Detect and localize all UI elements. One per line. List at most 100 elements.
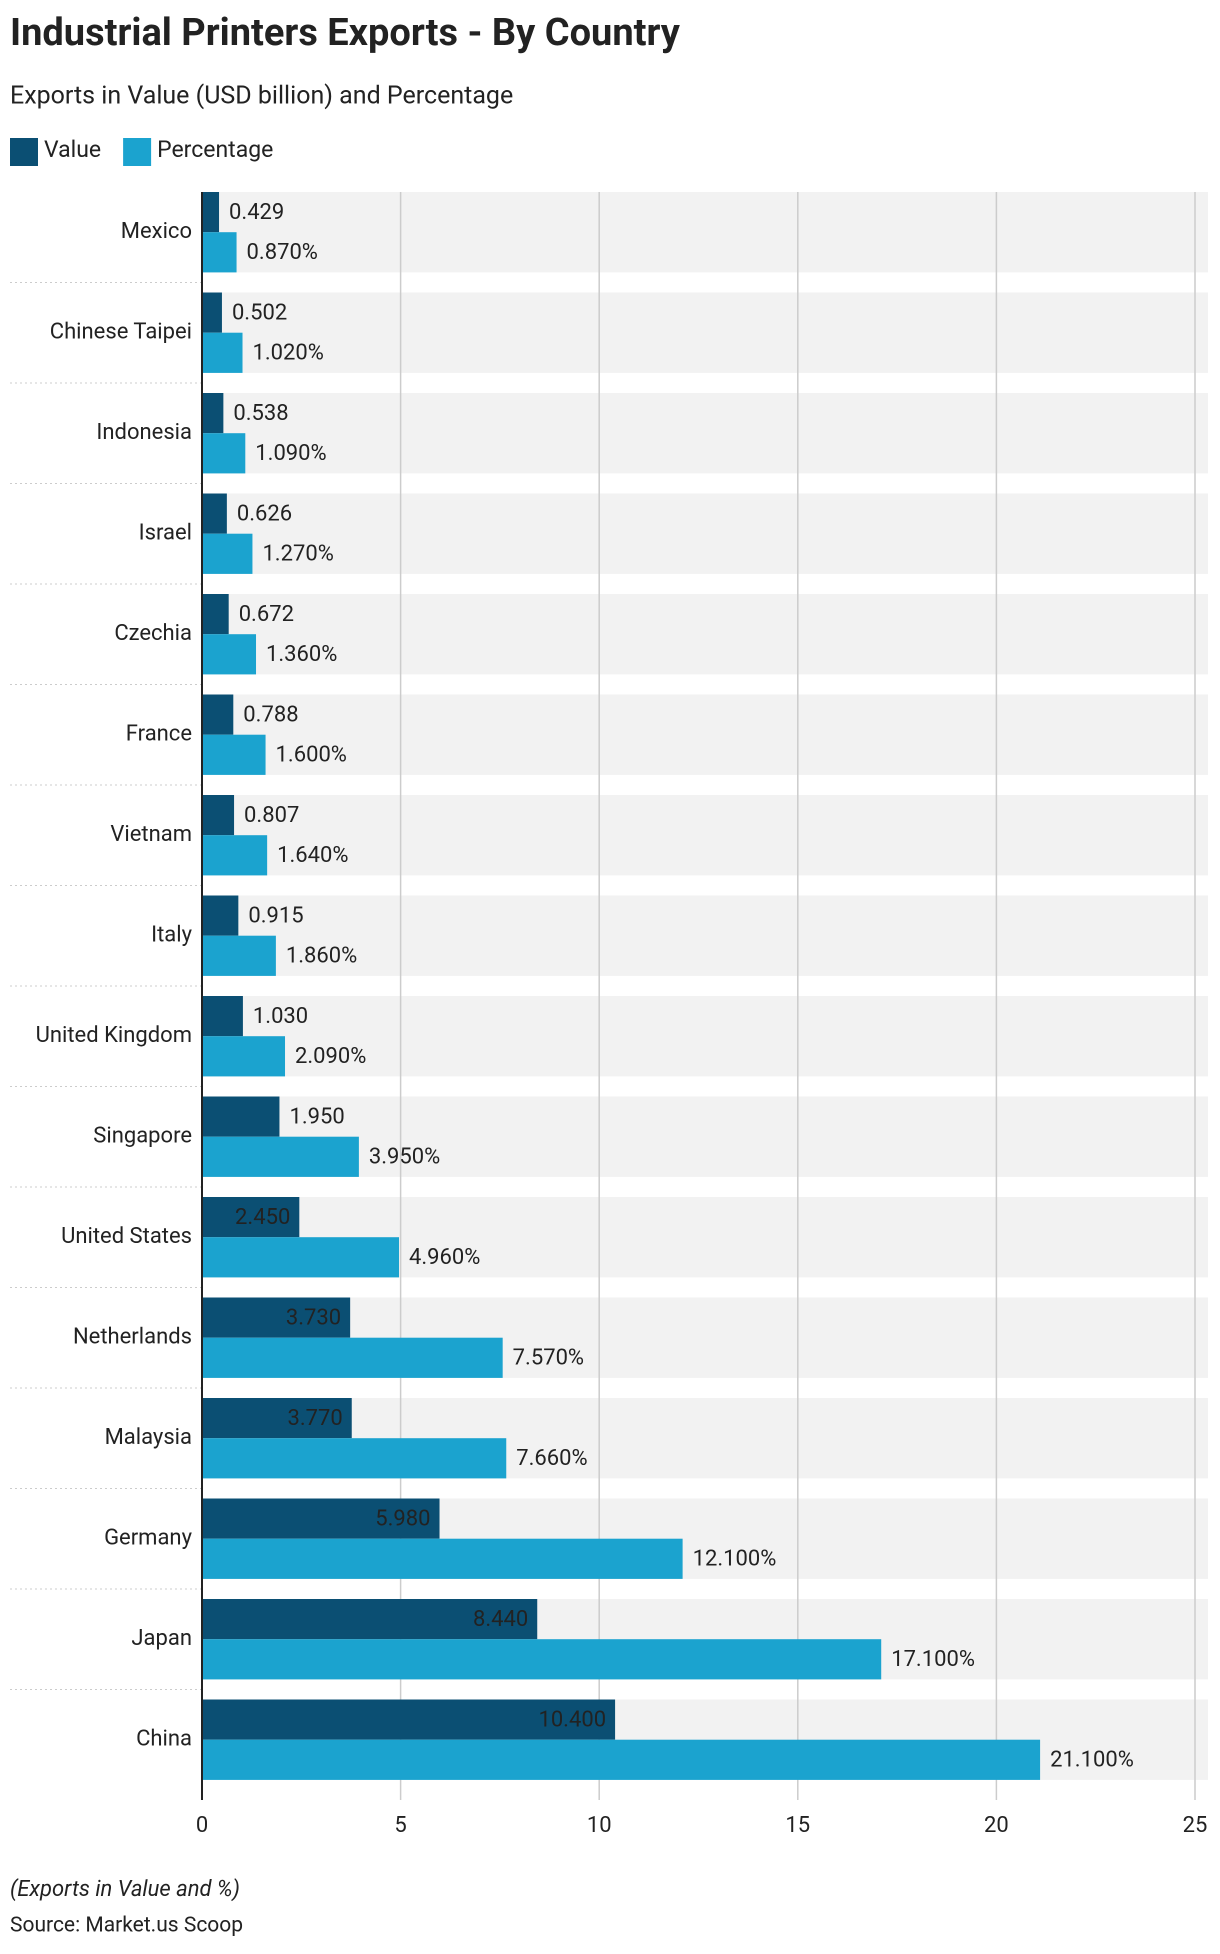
row-band	[202, 594, 1208, 675]
row-band	[202, 393, 1208, 474]
chart-source: Source: Market.us Scoop	[10, 1914, 243, 1938]
y-tick-label: United States	[61, 1224, 192, 1249]
bar	[202, 533, 253, 574]
bar	[202, 1599, 538, 1640]
bar	[202, 1498, 440, 1539]
bar	[202, 1297, 351, 1338]
data-label: 0.502	[232, 300, 287, 325]
bar	[202, 1136, 359, 1177]
bar	[202, 1639, 882, 1680]
row-band	[202, 493, 1208, 574]
row-band	[202, 996, 1208, 1077]
y-tick-label: France	[126, 722, 192, 747]
bar	[202, 734, 266, 775]
bar	[202, 694, 234, 735]
bar	[202, 935, 276, 976]
data-label: 1.860%	[286, 944, 357, 969]
data-label: 1.640%	[277, 843, 348, 868]
bar	[202, 895, 239, 936]
x-tick-label: 25	[1183, 1813, 1208, 1838]
legend-swatch	[10, 138, 38, 166]
bar	[202, 1398, 352, 1439]
bar	[202, 1237, 400, 1278]
data-label: 2.090%	[295, 1044, 366, 1069]
data-label: 17.100%	[891, 1647, 975, 1672]
y-tick-label: Japan	[131, 1626, 192, 1651]
data-label: 7.660%	[516, 1446, 587, 1471]
bar	[202, 192, 220, 233]
bar	[202, 433, 246, 474]
chart-title: Industrial Printers Exports - By Country	[10, 11, 681, 55]
bar	[202, 1699, 616, 1740]
data-label: 1.950	[289, 1104, 344, 1129]
bar	[202, 393, 224, 434]
data-label: 0.538	[233, 401, 288, 426]
row-band	[202, 192, 1208, 273]
data-label: 1.600%	[276, 743, 347, 768]
y-tick-label: Czechia	[114, 621, 192, 646]
bar	[202, 996, 243, 1037]
y-tick-label: Vietnam	[110, 822, 192, 847]
x-tick-label: 10	[587, 1813, 612, 1838]
y-tick-label: Israel	[139, 521, 192, 546]
data-label: 0.915	[248, 903, 303, 928]
bar	[202, 1197, 300, 1238]
row-band	[202, 895, 1208, 976]
data-label: 0.626	[237, 501, 292, 526]
data-label: 12.100%	[693, 1547, 777, 1572]
bar	[202, 634, 257, 675]
x-tick-label: 15	[785, 1813, 810, 1838]
bar	[202, 1036, 286, 1077]
y-tick-label: China	[136, 1727, 192, 1752]
row-band	[202, 795, 1208, 876]
bar	[202, 493, 227, 534]
data-label: 0.870%	[247, 240, 318, 265]
y-tick-label: Italy	[151, 923, 192, 948]
data-label: 1.360%	[266, 642, 337, 667]
data-label: 4.960%	[409, 1245, 480, 1270]
y-tick-label: Mexico	[121, 219, 192, 244]
y-tick-label: Indonesia	[96, 420, 192, 445]
data-label: 1.030	[253, 1004, 308, 1029]
x-tick-label: 0	[196, 1813, 208, 1838]
x-tick-label: 20	[984, 1813, 1009, 1838]
chart-subtitle: Exports in Value (USD billion) and Perce…	[10, 82, 513, 111]
data-label: 5.980	[375, 1506, 430, 1531]
legend-swatch	[123, 138, 152, 166]
data-label: 0.672	[239, 602, 294, 627]
bar	[202, 1538, 683, 1579]
data-label: 10.400	[538, 1707, 606, 1732]
data-label: 2.450	[235, 1205, 290, 1230]
bar	[202, 292, 222, 333]
y-tick-label: Malaysia	[105, 1425, 192, 1450]
y-tick-label: Germany	[104, 1526, 193, 1551]
legend-label: Percentage	[157, 136, 273, 163]
bar	[202, 1739, 1041, 1780]
legend-label: Value	[44, 136, 101, 163]
data-label: 1.020%	[253, 341, 324, 366]
bar	[202, 332, 243, 373]
data-label: 0.807	[244, 803, 299, 828]
data-label: 3.730	[286, 1305, 341, 1330]
chart-note: (Exports in Value and %)	[10, 1877, 240, 1902]
bar	[202, 1096, 280, 1137]
y-tick-label: Singapore	[93, 1124, 192, 1149]
data-label: 8.440	[473, 1607, 528, 1632]
bar	[202, 594, 229, 635]
x-tick-label: 5	[394, 1813, 406, 1838]
data-label: 21.100%	[1050, 1748, 1134, 1773]
data-label: 3.770	[287, 1406, 342, 1431]
bar	[202, 795, 235, 836]
row-band	[202, 694, 1208, 775]
row-band	[202, 292, 1208, 373]
data-label: 1.090%	[255, 441, 326, 466]
data-label: 3.950%	[369, 1145, 440, 1170]
bar	[202, 1438, 507, 1479]
bar	[202, 1337, 503, 1378]
bar	[202, 835, 268, 876]
y-tick-label: Netherlands	[73, 1325, 192, 1350]
data-label: 7.570%	[513, 1346, 584, 1371]
data-label: 1.270%	[262, 542, 333, 567]
data-label: 0.788	[243, 702, 298, 727]
